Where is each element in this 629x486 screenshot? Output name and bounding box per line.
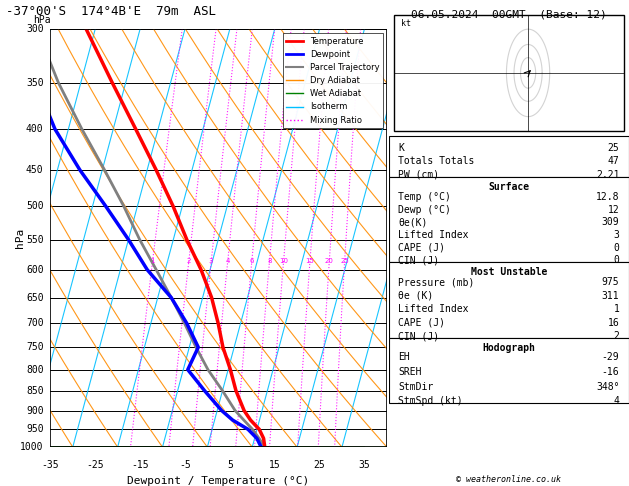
Text: Dewpoint / Temperature (°C): Dewpoint / Temperature (°C) [128,476,309,486]
Text: 750: 750 [26,342,43,352]
Text: K: K [398,143,404,154]
Text: 6: 6 [249,258,253,264]
Text: LCL: LCL [389,442,406,452]
Text: 1: 1 [613,304,620,314]
Text: 309: 309 [602,217,620,227]
Text: 25: 25 [608,143,620,154]
Text: 4: 4 [613,396,620,406]
Text: hPa: hPa [15,228,25,248]
Text: 450: 450 [26,165,43,175]
Text: © weatheronline.co.uk: © weatheronline.co.uk [457,474,561,484]
Text: 850: 850 [26,386,43,396]
Text: 600: 600 [26,265,43,275]
Text: CAPE (J): CAPE (J) [398,243,445,253]
Text: 35: 35 [359,460,370,469]
Text: Hodograph: Hodograph [482,343,535,353]
Text: StmSpd (kt): StmSpd (kt) [398,396,463,406]
Text: EH: EH [398,352,410,363]
Bar [394,15,624,131]
Text: 8: 8 [267,258,272,264]
Text: 0: 0 [613,243,620,253]
Bar [389,262,629,338]
Text: 1: 1 [389,408,394,418]
Text: 6: 6 [389,194,394,205]
Text: θe (K): θe (K) [398,291,433,301]
Text: Surface: Surface [488,182,530,192]
Text: 311: 311 [602,291,620,301]
Text: Pressure (mb): Pressure (mb) [398,277,475,287]
Text: km: km [390,15,402,25]
Text: Mixing Ratio (g/kg): Mixing Ratio (g/kg) [412,182,422,294]
Text: 20: 20 [325,258,333,264]
Text: 4: 4 [225,258,230,264]
Text: 06.05.2024  00GMT  (Base: 12): 06.05.2024 00GMT (Base: 12) [411,10,607,20]
Bar [389,177,629,262]
Text: 2: 2 [389,370,394,380]
Text: -37°00'S  174°4B'E  79m  ASL: -37°00'S 174°4B'E 79m ASL [6,5,216,18]
Text: CAPE (J): CAPE (J) [398,318,445,328]
Text: 950: 950 [26,424,43,434]
Text: Totals Totals: Totals Totals [398,156,475,167]
Text: 25: 25 [340,258,349,264]
Text: 16: 16 [608,318,620,328]
Text: -29: -29 [602,352,620,363]
Text: 7: 7 [389,149,394,159]
Text: -35: -35 [42,460,59,469]
Text: Most Unstable: Most Unstable [470,267,547,278]
Text: hPa: hPa [33,15,51,25]
Text: -25: -25 [86,460,104,469]
Text: StmDir: StmDir [398,382,433,392]
Text: 5: 5 [227,460,233,469]
Text: 8: 8 [389,103,394,113]
Legend: Temperature, Dewpoint, Parcel Trajectory, Dry Adiabat, Wet Adiabat, Isotherm, Mi: Temperature, Dewpoint, Parcel Trajectory… [283,34,382,128]
Text: 12.8: 12.8 [596,192,620,202]
Text: 0: 0 [613,255,620,265]
Text: Lifted Index: Lifted Index [398,230,469,240]
Text: 975: 975 [602,277,620,287]
Text: 12: 12 [608,205,620,215]
Text: CIN (J): CIN (J) [398,331,440,342]
Text: 10: 10 [279,258,288,264]
Text: 2.21: 2.21 [596,170,620,180]
Text: 47: 47 [608,156,620,167]
Text: 3: 3 [613,230,620,240]
Text: 550: 550 [26,235,43,244]
Text: 350: 350 [26,78,43,87]
Text: 5: 5 [389,241,394,251]
Text: 15: 15 [305,258,314,264]
Text: 1000: 1000 [20,442,43,452]
Text: 300: 300 [26,24,43,34]
Text: PW (cm): PW (cm) [398,170,440,180]
Text: 500: 500 [26,202,43,211]
Text: kt: kt [401,19,411,29]
Text: 3: 3 [209,258,213,264]
Text: -15: -15 [131,460,149,469]
Text: 700: 700 [26,318,43,329]
Text: 2: 2 [186,258,191,264]
Text: CIN (J): CIN (J) [398,255,440,265]
Text: -5: -5 [179,460,191,469]
Text: SREH: SREH [398,367,422,377]
Text: 3: 3 [389,328,394,338]
Bar [389,338,629,403]
Text: 25: 25 [314,460,325,469]
Text: 348°: 348° [596,382,620,392]
Text: Temp (°C): Temp (°C) [398,192,451,202]
Text: θe(K): θe(K) [398,217,428,227]
Text: 900: 900 [26,405,43,416]
Text: Dewp (°C): Dewp (°C) [398,205,451,215]
Bar [389,136,629,177]
Text: 400: 400 [26,124,43,134]
Text: 15: 15 [269,460,281,469]
Text: ASL: ASL [390,35,408,45]
Text: 2: 2 [613,331,620,342]
Text: 800: 800 [26,364,43,375]
Text: 1: 1 [150,258,155,264]
Text: -16: -16 [602,367,620,377]
Text: 4: 4 [389,285,394,295]
Text: 650: 650 [26,293,43,303]
Text: Lifted Index: Lifted Index [398,304,469,314]
